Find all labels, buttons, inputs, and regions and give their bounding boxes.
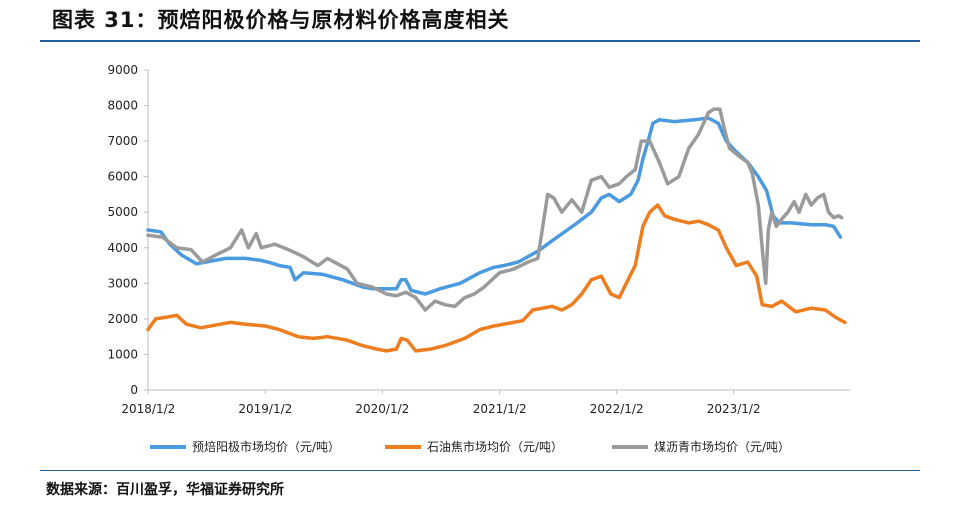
y-tick-label: 7000 [107,134,138,148]
x-tick-label: 2022/1/2 [590,402,644,416]
series-line-2 [146,107,844,312]
x-tick-label: 2019/1/2 [238,402,292,416]
x-tick-label: 2023/1/2 [707,402,761,416]
y-tick-label: 9000 [107,63,138,77]
y-tick-label: 2000 [107,312,138,326]
y-tick-label: 4000 [107,241,138,255]
series-line-1 [146,203,847,353]
y-tick-label: 1000 [107,347,138,361]
chart-axes: 0 1000 2000 3000 4000 5000 6000 7000 8000 9000 201… [107,63,850,416]
series-line-0 [146,116,843,296]
page-title: 图表 31：预焙阳极价格与原材料价格高度相关 [52,8,510,32]
line-chart: 0 1000 2000 3000 4000 5000 6000 7000 8000 9000 201… [107,63,850,454]
x-tick-label: 2020/1/2 [355,402,409,416]
y-tick-label: 6000 [107,170,138,184]
source-rule [40,470,920,471]
legend-label-1: 石油焦市场均价（元/吨） [427,439,563,454]
source-note: 数据来源：百川盈孚，华福证券研究所 [46,482,284,498]
legend-label-2: 煤沥青市场均价（元/吨） [654,439,790,454]
chart-legend: 预焙阳极市场均价（元/吨） 石油焦市场均价（元/吨） 煤沥青市场均价（元/吨） [150,439,790,454]
chart-series [146,107,847,353]
title-rule [40,40,920,42]
y-tick-label: 3000 [107,276,138,290]
x-tick-label: 2018/1/2 [121,402,175,416]
legend-label-0: 预焙阳极市场均价（元/吨） [192,439,340,454]
y-tick-label: 5000 [107,205,138,219]
x-tick-label: 2021/1/2 [473,402,527,416]
y-tick-label: 8000 [107,99,138,113]
y-tick-label: 0 [130,383,138,397]
